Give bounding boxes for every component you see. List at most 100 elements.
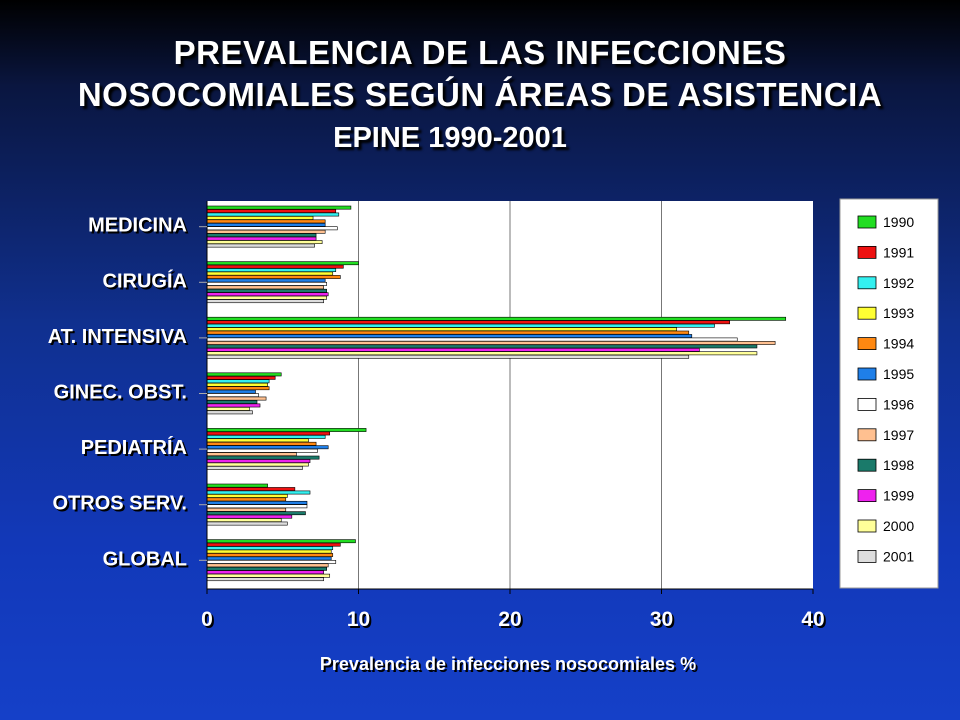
legend-swatch — [857, 428, 877, 442]
bar — [206, 559, 337, 564]
legend-swatch — [857, 519, 877, 533]
bar — [206, 431, 331, 436]
bar — [206, 316, 787, 321]
legend-label: 1992 — [883, 275, 914, 291]
bar — [206, 271, 334, 276]
bar — [206, 497, 287, 502]
category-label: GINEC. OBST. — [54, 382, 187, 404]
bar — [206, 452, 297, 457]
bar — [206, 222, 326, 227]
category-label-shadow: OTROS SERV. — [55, 495, 190, 517]
legend-swatch — [857, 276, 877, 290]
legend-swatch — [857, 337, 877, 351]
bar — [206, 483, 268, 488]
bar — [206, 295, 327, 300]
x-tick-label-shadow: 40 — [803, 610, 826, 633]
category-label: PEDIATRÍA — [81, 436, 187, 459]
bar — [206, 209, 337, 213]
legend-label: 1991 — [883, 244, 914, 260]
bar — [206, 233, 317, 238]
bar — [206, 514, 293, 519]
bar — [206, 344, 758, 349]
bar — [206, 507, 287, 512]
bar — [206, 299, 324, 304]
bar — [206, 278, 326, 283]
legend-label: 2000 — [883, 518, 914, 534]
legend-label: 1995 — [883, 366, 914, 382]
x-tick-label-shadow: 20 — [500, 610, 523, 633]
legend-label: 2001 — [883, 548, 914, 564]
bar — [206, 487, 296, 491]
bar — [206, 393, 259, 398]
bar — [206, 216, 314, 220]
legend-swatch — [857, 550, 877, 563]
bar — [206, 347, 700, 352]
bar — [206, 351, 758, 356]
bar — [206, 570, 324, 575]
legend-label: 1993 — [883, 305, 914, 321]
bar — [206, 354, 690, 359]
bar — [206, 212, 340, 217]
bar — [206, 455, 320, 460]
bar — [206, 386, 270, 391]
bar — [206, 382, 268, 387]
x-tick-label: 10 — [347, 608, 370, 631]
category-label: AT. INTENSIVA — [48, 326, 187, 348]
bar — [206, 504, 308, 509]
bar — [206, 275, 341, 279]
bar — [206, 459, 311, 463]
category-label-shadow: PEDIATRÍA — [83, 438, 189, 461]
legend-swatch — [857, 489, 877, 503]
bar — [206, 542, 341, 547]
bar — [206, 372, 282, 377]
x-tick-label-shadow: 0 — [203, 610, 215, 633]
bar — [206, 410, 253, 415]
bar — [206, 556, 332, 561]
bar — [206, 261, 359, 266]
bar — [206, 327, 677, 332]
legend-label: 1998 — [883, 457, 914, 473]
chart-subtitle: EPINE 1990-2001 — [333, 122, 567, 154]
bar — [206, 466, 303, 470]
bar — [206, 320, 730, 325]
bar — [206, 546, 334, 551]
bar — [206, 549, 332, 554]
x-tick-label-shadow: 10 — [349, 610, 372, 633]
bar — [206, 577, 324, 582]
bar — [206, 511, 306, 516]
category-label: MEDICINA — [88, 215, 187, 237]
legend-swatch — [857, 245, 877, 259]
bar — [206, 334, 693, 338]
bar — [206, 573, 331, 578]
x-axis-label: Prevalencia de infecciones nosocomiales … — [320, 654, 696, 674]
bar — [206, 494, 288, 498]
bar — [206, 341, 776, 345]
bar — [206, 563, 329, 568]
bar — [206, 375, 276, 380]
bar — [206, 441, 317, 446]
bar — [206, 539, 356, 544]
legend-label: 1999 — [883, 488, 914, 504]
category-label-shadow: AT. INTENSIVA — [50, 328, 189, 350]
bar — [206, 268, 337, 273]
bar — [206, 243, 315, 248]
x-tick-label: 0 — [201, 608, 213, 631]
chart-title-line-1: PREVALENCIA DE LAS INFECCIONES — [173, 34, 787, 71]
category-label: GLOBAL — [103, 548, 187, 570]
bar — [206, 400, 258, 404]
bar — [206, 292, 329, 297]
x-tick-label: 30 — [650, 608, 673, 631]
bar — [206, 240, 323, 245]
bar — [206, 337, 738, 342]
bar — [206, 566, 327, 571]
x-tick-label: 20 — [498, 608, 521, 631]
legend-swatch — [857, 367, 877, 381]
bar — [206, 205, 352, 210]
bar — [206, 518, 282, 523]
bar — [206, 490, 311, 495]
category-label-shadow: CIRUGÍA — [105, 271, 189, 294]
bar — [206, 264, 344, 269]
bar — [206, 428, 367, 432]
bar — [206, 229, 326, 234]
